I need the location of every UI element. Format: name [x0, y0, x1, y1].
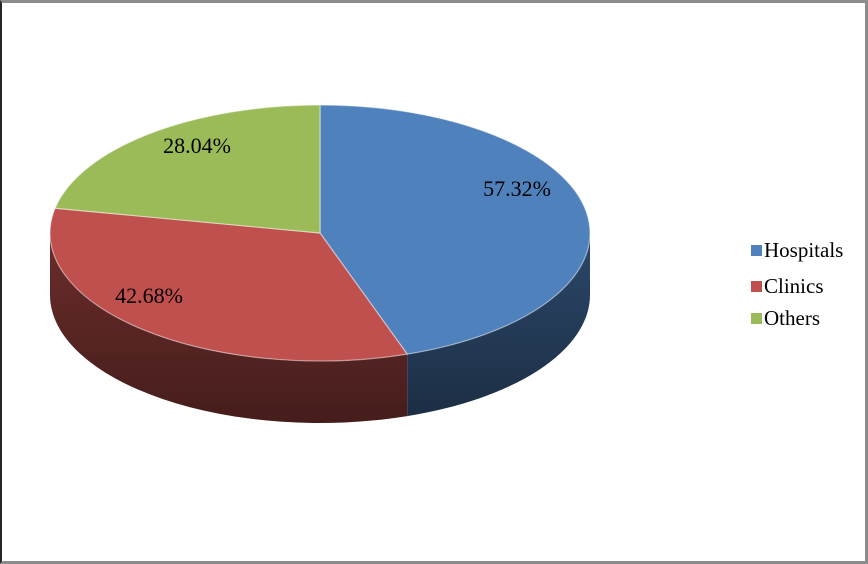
data-label-clinics: 42.68% [115, 283, 183, 308]
legend-item-hospitals: Hospitals [751, 239, 843, 261]
legend-item-clinics: Clinics [751, 275, 824, 297]
pie-chart: 57.32% 42.68% 28.04% [49, 104, 591, 423]
legend-swatch-clinics-icon [751, 280, 762, 292]
pie-slice-hospitals [319, 104, 591, 355]
pie-slice-clinics [49, 207, 408, 362]
legend-item-others: Others [751, 307, 820, 329]
pie-slice-others [54, 104, 321, 234]
legend: Hospitals Clinics Others [751, 3, 865, 561]
pie-side-hospitals [407, 233, 590, 417]
legend-swatch-others-icon [751, 312, 762, 324]
pie-side-clinics [50, 233, 408, 423]
legend-label-clinics: Clinics [764, 274, 824, 298]
legend-label-others: Others [764, 306, 820, 330]
data-label-hospitals: 57.32% [483, 176, 551, 201]
legend-label-hospitals: Hospitals [764, 238, 844, 262]
legend-swatch-hospitals-icon [751, 244, 762, 256]
data-label-others: 28.04% [163, 133, 231, 158]
